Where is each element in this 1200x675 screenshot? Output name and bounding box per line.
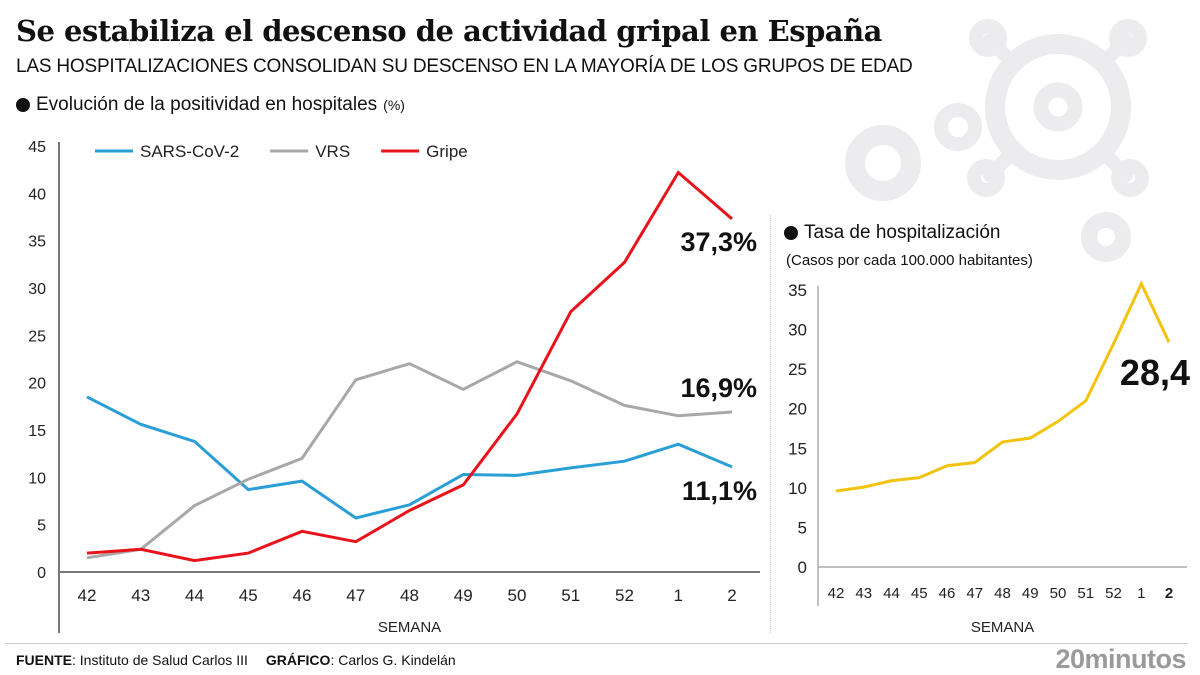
y-tick-label: 20 — [28, 376, 46, 393]
x-tick-label: 2 — [727, 586, 736, 605]
x-tick-label: 43 — [131, 586, 150, 605]
right-chart-title: Tasa de hospitalización — [784, 222, 1000, 244]
x-tick-label: 44 — [185, 586, 204, 605]
end-value-label: 11,1% — [682, 476, 757, 506]
x-tick-label: 51 — [1077, 585, 1094, 602]
positivity-chart: 0 5 10 15 20 25 30 35 40 45 42 43 44 45 46 47 48 49 50 51 52… — [28, 139, 760, 636]
x-tick-label: 48 — [994, 585, 1011, 602]
legend-label: SARS-CoV-2 — [140, 142, 239, 161]
left-chart-title: Evolución de la positividad en hospitale… — [16, 94, 405, 116]
footer-credits: FUENTE: Instituto de Salud Carlos III GRÁ… — [16, 652, 456, 668]
x-axis-title: SEMANA — [378, 619, 441, 636]
y-tick-label: 15 — [28, 423, 46, 440]
x-tick-label: 2 — [1165, 585, 1173, 602]
x-tick-label: 45 — [911, 585, 928, 602]
bullet-icon — [784, 226, 798, 240]
x-tick-label: 42 — [78, 586, 97, 605]
graphic-value: : Carlos G. Kindelán — [330, 652, 456, 668]
y-tick-label: 25 — [788, 360, 807, 379]
y-tick-label: 35 — [28, 234, 46, 251]
x-tick-label: 47 — [346, 586, 365, 605]
x-tick-label: 49 — [1022, 585, 1039, 602]
y-tick-label: 5 — [37, 518, 46, 535]
y-tick-label: 35 — [788, 281, 807, 300]
page-subtitle: LAS HOSPITALIZACIONES CONSOLIDAN SU DESC… — [16, 56, 913, 77]
end-value-label: 37,3% — [680, 227, 757, 257]
x-tick-label: 43 — [855, 585, 872, 602]
y-tick-label: 25 — [28, 328, 46, 345]
footer-divider — [5, 643, 1188, 644]
x-axis-title: SEMANA — [971, 619, 1034, 636]
bullet-icon — [16, 98, 30, 112]
series-line-vrs — [86, 360, 733, 560]
x-tick-label: 46 — [939, 585, 956, 602]
legend-label: Gripe — [426, 142, 468, 161]
y-tick-label: 40 — [28, 186, 46, 203]
y-tick-label: 30 — [28, 281, 46, 298]
hospitalization-chart: 0 5 10 15 20 25 30 35 42 43 44 45 46 47 48 49 50 51 52 1 2 SE… — [788, 280, 1190, 636]
x-tick-label: 47 — [966, 585, 983, 602]
x-tick-label: 1 — [1137, 585, 1145, 602]
y-tick-label: 15 — [788, 439, 807, 458]
series-line-sars-cov-2 — [86, 395, 733, 520]
right-chart-note: (Casos por cada 100.000 habitantes) — [786, 252, 1033, 269]
x-tick-label: 52 — [615, 586, 634, 605]
end-value-label: 16,9% — [680, 373, 757, 403]
right-chart-title-text: Tasa de hospitalización — [804, 222, 1001, 243]
y-tick-label: 45 — [28, 139, 46, 156]
legend-label: VRS — [315, 142, 350, 161]
x-tick-label: 49 — [454, 586, 473, 605]
source-value: : Instituto de Salud Carlos III — [72, 652, 248, 668]
graphic-label: GRÁFICO — [265, 652, 331, 668]
page-title: Se estabiliza el descenso de actividad g… — [16, 14, 882, 48]
x-tick-label: 52 — [1105, 585, 1122, 602]
y-tick-label: 10 — [28, 470, 46, 487]
x-tick-label: 1 — [674, 586, 683, 605]
y-tick-label: 30 — [788, 321, 807, 340]
x-tick-label: 44 — [883, 585, 900, 602]
y-tick-label: 20 — [788, 400, 807, 419]
source-label: FUENTE — [16, 652, 72, 668]
x-tick-label: 48 — [400, 586, 419, 605]
y-tick-label: 0 — [798, 558, 807, 577]
x-tick-label: 45 — [239, 586, 258, 605]
y-tick-label: 10 — [788, 479, 807, 498]
left-chart-unit: (%) — [383, 97, 405, 113]
x-tick-label: 50 — [508, 586, 527, 605]
chart-divider — [770, 215, 771, 633]
y-tick-label: 0 — [37, 565, 46, 582]
end-value-label: 28,4 — [1120, 352, 1190, 393]
left-chart-title-text: Evolución de la positividad en hospitale… — [36, 94, 378, 115]
x-tick-label: 42 — [828, 585, 845, 602]
y-tick-label: 5 — [798, 518, 807, 537]
series-line-gripe — [86, 170, 733, 563]
x-tick-label: 46 — [293, 586, 312, 605]
brand-logo: 20minutos — [1055, 644, 1186, 674]
x-tick-label: 50 — [1050, 585, 1067, 602]
x-tick-label: 51 — [561, 586, 580, 605]
